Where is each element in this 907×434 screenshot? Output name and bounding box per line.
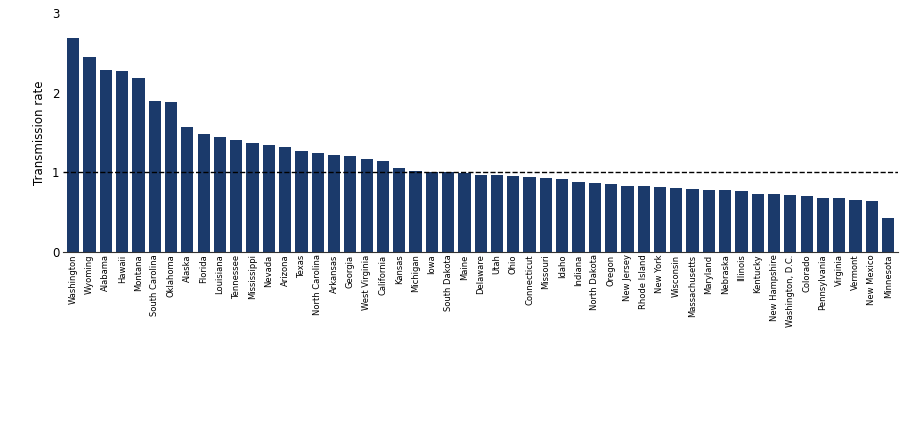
- Bar: [409, 171, 422, 252]
- Bar: [328, 155, 340, 252]
- Bar: [345, 156, 356, 252]
- Bar: [882, 218, 894, 252]
- Bar: [181, 127, 193, 252]
- Bar: [638, 187, 649, 252]
- Bar: [149, 101, 161, 252]
- Bar: [670, 188, 682, 252]
- Bar: [752, 194, 764, 252]
- Bar: [393, 168, 405, 252]
- Bar: [312, 153, 324, 252]
- Bar: [67, 39, 80, 252]
- Bar: [654, 187, 666, 252]
- Bar: [589, 183, 601, 252]
- Bar: [768, 194, 780, 252]
- Y-axis label: Transmission rate: Transmission rate: [34, 80, 46, 184]
- Bar: [523, 177, 536, 252]
- Bar: [474, 174, 487, 252]
- Bar: [296, 151, 307, 252]
- Bar: [556, 179, 569, 252]
- Bar: [83, 57, 95, 252]
- Bar: [458, 173, 471, 252]
- Bar: [100, 70, 112, 252]
- Bar: [621, 186, 633, 252]
- Bar: [116, 71, 128, 252]
- Bar: [247, 143, 258, 252]
- Bar: [214, 137, 226, 252]
- Bar: [834, 198, 845, 252]
- Bar: [605, 184, 617, 252]
- Bar: [719, 191, 731, 252]
- Bar: [230, 140, 242, 252]
- Bar: [360, 159, 373, 252]
- Bar: [817, 197, 829, 252]
- Bar: [572, 182, 585, 252]
- Bar: [703, 190, 715, 252]
- Bar: [850, 200, 862, 252]
- Bar: [425, 172, 438, 252]
- Bar: [165, 102, 177, 252]
- Bar: [263, 145, 275, 252]
- Bar: [132, 78, 144, 252]
- Bar: [736, 191, 747, 252]
- Bar: [801, 196, 813, 252]
- Bar: [507, 176, 520, 252]
- Bar: [442, 172, 454, 252]
- Bar: [376, 161, 389, 252]
- Bar: [198, 134, 210, 252]
- Bar: [279, 147, 291, 252]
- Bar: [866, 201, 878, 252]
- Bar: [687, 189, 698, 252]
- Bar: [540, 178, 552, 252]
- Bar: [785, 195, 796, 252]
- Bar: [491, 175, 503, 252]
